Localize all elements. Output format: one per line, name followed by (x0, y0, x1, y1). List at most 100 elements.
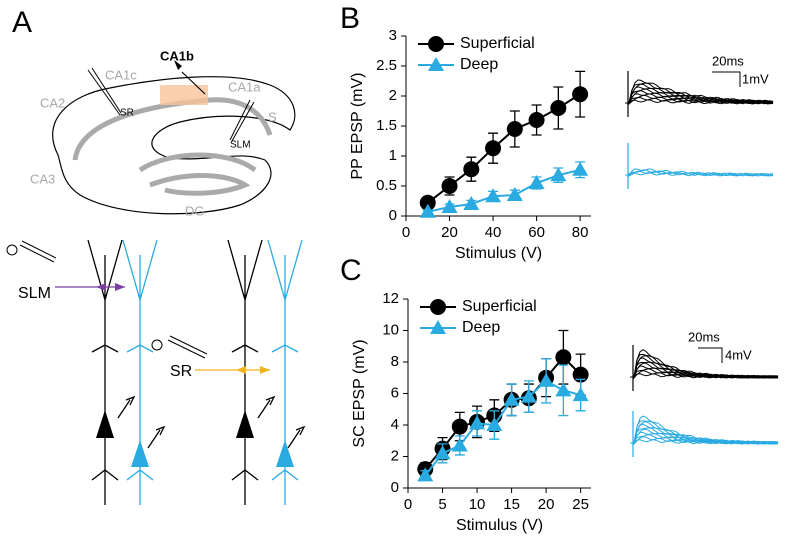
marker (469, 415, 486, 430)
y-tick-label: 3 (389, 27, 397, 44)
y-axis-title: SC EPSP (mV) (351, 339, 368, 447)
legend-marker (430, 299, 446, 315)
trace (630, 415, 779, 445)
marker (419, 203, 436, 218)
marker (485, 188, 502, 203)
marker (451, 418, 468, 435)
neurons (6, 239, 306, 505)
legend-label: Superficial (462, 298, 537, 315)
trace (625, 86, 774, 105)
scale-bar (712, 71, 741, 87)
marker (550, 100, 567, 116)
x-tick-label: 10 (469, 496, 486, 513)
y-tick-label: 8 (391, 353, 399, 370)
trace (625, 79, 774, 105)
marker (572, 161, 589, 176)
pathway-label: SLM (18, 285, 51, 302)
region-label: CA1c (105, 67, 137, 82)
region-label: DG (185, 203, 205, 218)
region-label: CA3 (30, 171, 55, 186)
x-tick-label: 20 (538, 496, 555, 513)
legend-label: Superficial (460, 35, 535, 52)
y-tick-label: 6 (391, 384, 399, 401)
x-axis-title: Stimulus (V) (455, 245, 542, 262)
x-axis-title: Stimulus (V) (456, 517, 543, 534)
region-label: S (268, 109, 277, 124)
x-tick-label: 20 (441, 224, 458, 241)
y-tick-label: 2 (391, 447, 399, 464)
series-line (424, 355, 582, 470)
marker (463, 161, 480, 178)
y-axis-title: PP EPSP (mV) (349, 73, 366, 180)
y-tick-label: 2.5 (376, 57, 397, 74)
hippocampus-diagram (52, 60, 296, 215)
x-tick-label: 0 (404, 496, 412, 513)
electrode (87, 67, 122, 116)
marker (528, 112, 545, 128)
marker (555, 349, 572, 366)
recording-region (160, 85, 208, 105)
marker (572, 366, 589, 383)
x-tick-label: 25 (572, 496, 589, 513)
y-tick-label: 0 (389, 207, 397, 224)
x-tick-label: 60 (528, 224, 545, 241)
outline (52, 76, 296, 215)
marker (572, 387, 589, 402)
scale-label: 20ms (688, 329, 720, 344)
x-tick-label: 40 (485, 224, 502, 241)
granule-layer (138, 152, 257, 173)
marker (419, 194, 436, 211)
legend-symbol (430, 320, 446, 334)
electrode (181, 71, 206, 95)
marker (550, 167, 567, 182)
marker (520, 388, 537, 403)
marker (538, 372, 555, 387)
y-tick-label: 0 (391, 479, 399, 496)
scale-label: 4mV (725, 347, 752, 362)
legend-symbol (430, 299, 446, 315)
marker (506, 187, 523, 201)
region-label: CA2 (40, 95, 65, 110)
series-line (424, 379, 581, 477)
legend-marker (430, 320, 446, 334)
marker (486, 417, 503, 431)
panel-label: C (340, 254, 362, 287)
marker (417, 467, 434, 482)
marker (555, 382, 572, 397)
scale-label: 20ms (712, 53, 744, 68)
y-tick-label: 0.5 (376, 177, 397, 194)
marker (528, 175, 545, 189)
granule-layer (149, 173, 251, 196)
marker (506, 121, 523, 137)
legend-symbol (428, 36, 444, 52)
x-tick-label: 80 (572, 224, 589, 241)
x-tick-label: 5 (438, 496, 446, 513)
arrowhead (174, 60, 182, 70)
region-label: SLM (230, 140, 251, 151)
trace (625, 94, 774, 105)
pathway-label: SR (170, 363, 192, 380)
marker (485, 140, 502, 157)
y-tick-label: 10 (382, 321, 399, 338)
region-label: CA1b (160, 48, 194, 63)
marker (434, 445, 451, 460)
y-tick-label: 2 (389, 87, 397, 104)
marker (441, 178, 458, 194)
legend-label: Deep (462, 319, 500, 336)
electrode (229, 99, 255, 142)
marker (451, 437, 468, 452)
marker (441, 199, 458, 213)
panel-label: A (12, 6, 32, 39)
region-label: CA1a (228, 79, 261, 94)
x-tick-label: 0 (402, 224, 410, 241)
trace (625, 168, 774, 178)
legend-label: Deep (460, 56, 498, 73)
y-tick-label: 1 (389, 147, 397, 164)
marker (503, 391, 520, 406)
y-tick-label: 1.5 (376, 117, 397, 134)
region-label: SR (120, 108, 134, 119)
scale-bar (698, 347, 723, 363)
pyramidal-layer (72, 97, 273, 161)
trace (625, 169, 774, 177)
